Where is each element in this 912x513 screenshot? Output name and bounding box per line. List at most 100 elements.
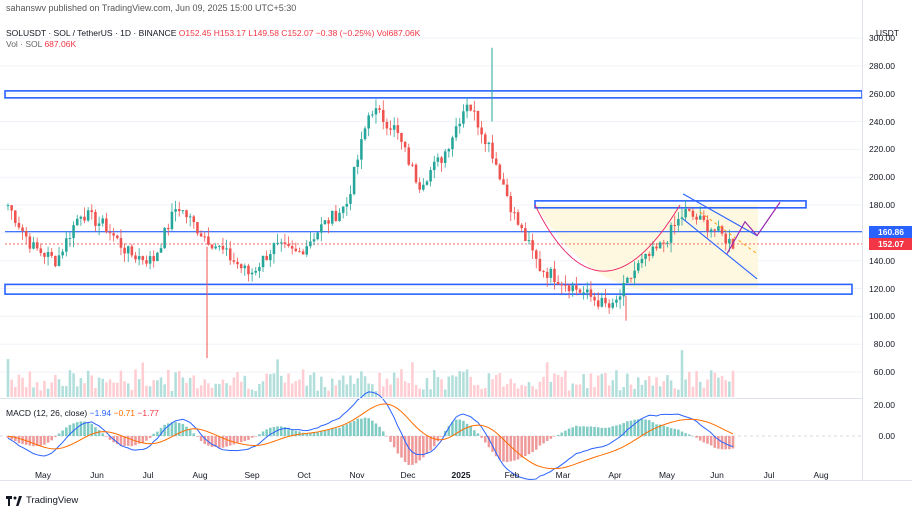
volume-bar	[498, 373, 502, 397]
candle-body	[414, 164, 418, 183]
candle-body	[418, 182, 421, 190]
candle-body	[458, 123, 462, 127]
volume-bar	[323, 386, 327, 397]
volume-bar	[148, 386, 152, 397]
candle-body	[578, 289, 582, 293]
time-tick-label: Oct	[297, 470, 311, 480]
candle-body	[265, 255, 268, 261]
volume-bar	[585, 388, 589, 397]
candle-body	[207, 236, 210, 245]
volume-bar	[261, 381, 265, 397]
candle-body	[294, 248, 298, 252]
symbol-label[interactable]: SOLUSDT · SOL / TetherUS · 1D · BINANCE	[6, 28, 177, 38]
volume-bar	[24, 387, 28, 397]
macd-histogram-bar	[593, 426, 596, 436]
volume-bar	[130, 389, 134, 397]
candle-body	[615, 299, 618, 303]
candle-body	[141, 256, 145, 261]
macd-histogram-bar	[338, 427, 341, 436]
volume-bar	[709, 370, 713, 397]
volume-bar	[177, 370, 181, 397]
macd-label[interactable]: MACD (12, 26, close)	[6, 408, 88, 418]
macd-histogram-bar	[436, 436, 440, 442]
volume-bar	[527, 382, 531, 397]
volume-bar	[465, 369, 469, 397]
pane-separator[interactable]	[0, 398, 862, 399]
volume-bar	[298, 379, 301, 397]
macd-histogram-bar	[79, 421, 83, 436]
macd-histogram-bar	[454, 419, 458, 436]
macd-histogram-bar	[575, 425, 578, 436]
macd-histogram-bar	[334, 428, 338, 436]
candle-body	[695, 216, 698, 220]
macd-histogram-bar	[341, 425, 345, 436]
candle-body	[61, 251, 64, 256]
macd-histogram-bar	[516, 436, 520, 460]
candle-body	[298, 251, 301, 253]
candle-body	[338, 212, 341, 221]
volume-bar	[276, 359, 279, 397]
volume-bar	[174, 372, 177, 397]
candle-body	[491, 142, 494, 159]
candle-body	[258, 267, 261, 271]
time-tick-label: Nov	[349, 470, 365, 480]
flag-area	[680, 205, 758, 289]
macd-legend: MACD (12, 26, close) −1.94 −0.71 −1.77	[6, 408, 159, 418]
candle-body	[352, 166, 356, 195]
volume-bar	[425, 378, 429, 397]
channel-lower-line	[682, 218, 758, 280]
candle-body	[239, 264, 243, 269]
volume-bar	[436, 377, 440, 397]
volume-bar	[61, 385, 64, 397]
macd-histogram-bar	[527, 436, 531, 455]
volume-bar	[50, 382, 53, 397]
candle-body	[279, 242, 283, 244]
candle-body	[629, 277, 633, 279]
volume-bar	[637, 377, 640, 397]
volume-label[interactable]: Vol · SOL	[6, 39, 43, 49]
candle-body	[400, 133, 403, 142]
volume-bar	[287, 373, 290, 397]
volume-bar	[43, 380, 46, 397]
candle-body	[655, 246, 658, 249]
volume-bar	[422, 389, 425, 397]
candle-body	[545, 271, 549, 278]
macd-histogram-bar	[290, 430, 294, 436]
macd-histogram-bar	[225, 436, 228, 447]
volume-bar	[575, 384, 578, 397]
candle-body	[432, 161, 436, 171]
macd-histogram-bar	[596, 427, 600, 436]
time-tick-label: Jul	[763, 470, 775, 480]
macd-histogram-bar	[294, 430, 298, 436]
volume-bar	[684, 379, 687, 397]
price-tick-label: 140.00	[869, 255, 895, 266]
volume-bar	[462, 371, 465, 397]
candle-body	[381, 109, 385, 122]
time-tick-label: Jun	[710, 470, 724, 480]
volume-bar	[494, 374, 498, 397]
volume-bar	[14, 386, 17, 397]
candle-body	[10, 205, 13, 211]
macd-histogram-bar	[480, 436, 483, 438]
price-axis[interactable]: USDT 300.00 280.00 260.00 240.00 220.00 200.0…	[862, 0, 912, 480]
volume-bar	[378, 372, 381, 397]
macd-histogram-bar	[371, 420, 374, 436]
volume-bar	[258, 383, 261, 397]
volume-bar	[341, 375, 345, 397]
macd-histogram-bar	[6, 436, 10, 438]
macd-histogram-bar	[316, 431, 319, 436]
currency-label[interactable]: USDT	[875, 28, 899, 38]
candle-body	[575, 285, 578, 290]
candle-body	[203, 236, 207, 238]
volume-bar	[170, 390, 174, 397]
candle-body	[320, 224, 323, 233]
volume-bar	[385, 378, 389, 397]
volume-bar	[469, 376, 472, 397]
candle-body	[680, 217, 684, 219]
macd-histogram-bar	[276, 426, 279, 436]
candle-body	[97, 223, 101, 226]
volume-bar	[626, 373, 629, 397]
volume-bar	[309, 375, 312, 397]
channel-upper-line	[682, 193, 758, 237]
